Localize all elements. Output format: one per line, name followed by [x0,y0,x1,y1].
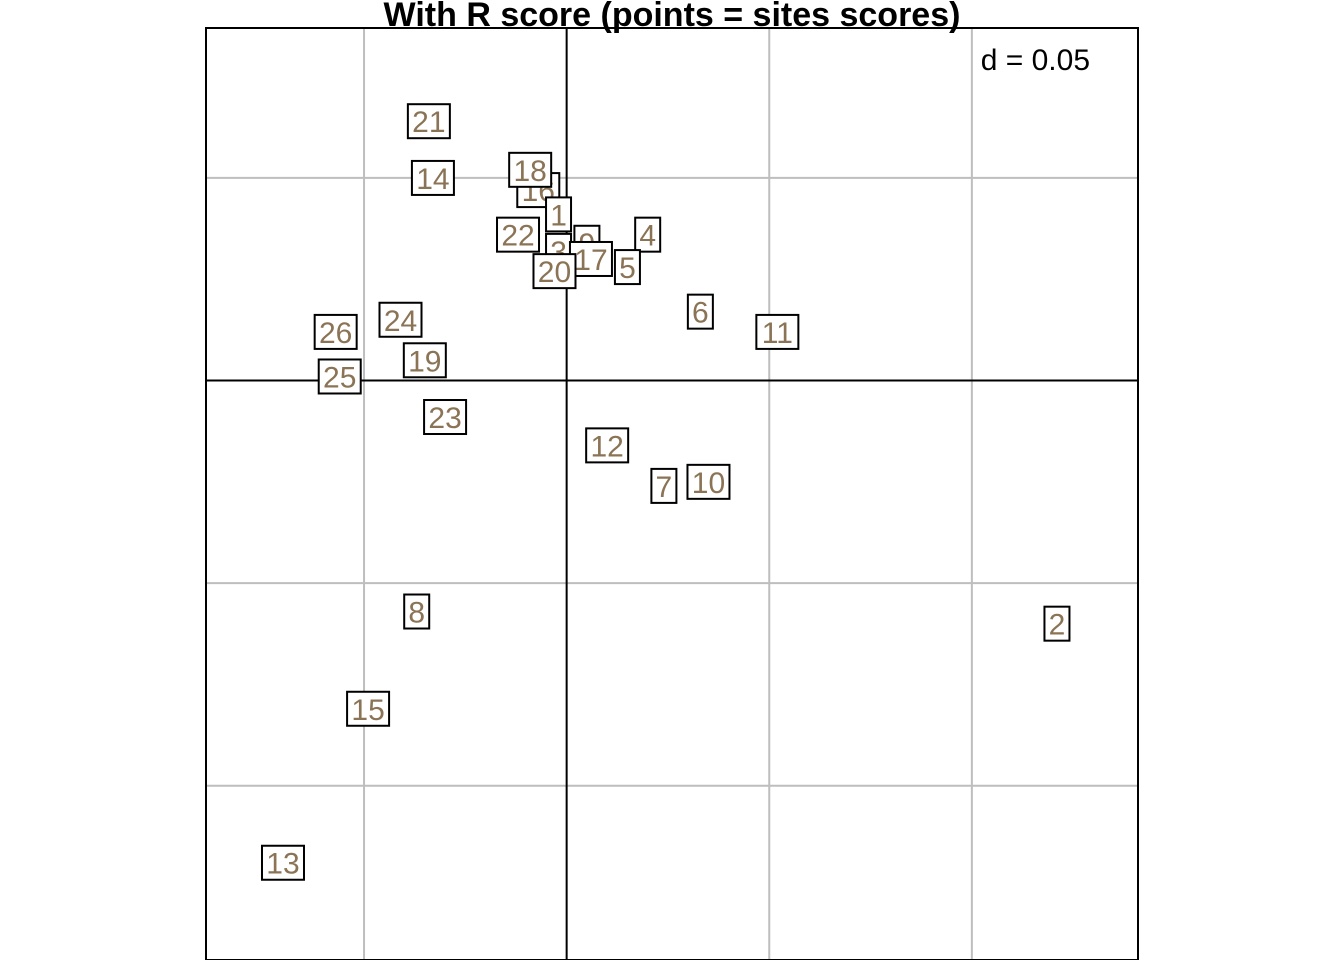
site-label-text: 1 [550,199,567,232]
site-point-5: 5 [613,249,641,286]
site-label-box [634,216,662,253]
site-label-box [313,313,358,350]
grid-scale-label: d = 0.05 [981,44,1090,77]
site-label-box [585,427,630,464]
site-point-20: 20 [532,253,577,290]
site-label-box [406,103,451,140]
site-label-box [260,844,305,881]
site-point-25: 25 [317,358,362,395]
site-label-text: 8 [408,597,425,630]
site-label-box [410,159,455,196]
grid-lines [206,28,1138,960]
site-label-box [346,690,391,727]
site-label-text: 26 [319,317,352,350]
site-label-text: 22 [501,220,534,253]
site-label-box [423,399,468,436]
site-label-box [402,342,447,379]
site-label-box [403,593,431,630]
site-label-text: 12 [590,430,623,463]
site-label-text: 6 [692,297,709,330]
site-label-text: 10 [692,467,725,500]
site-label-box [496,216,541,253]
site-label-text: 4 [639,220,656,253]
site-label-box [378,301,423,338]
plot-frame [205,27,1139,960]
site-label-text: 25 [323,361,356,394]
site-label-box [508,151,553,188]
site-point-21: 21 [406,103,451,140]
site-label-box [545,196,573,233]
site-point-13: 13 [260,844,305,881]
site-label-text: 18 [513,155,546,188]
site-point-11: 11 [755,313,800,350]
site-point-19: 19 [402,342,447,379]
site-point-1: 1 [545,196,573,233]
site-label-box [686,463,731,500]
site-label-box [613,249,641,286]
site-point-24: 24 [378,301,423,338]
site-point-12: 12 [585,427,630,464]
chart-title: With R score (points = sites scores) [384,0,961,34]
site-label-box [755,313,800,350]
site-label-text: 11 [762,317,793,350]
site-labels: 2114161812293417520611242619252312710815… [260,103,1071,881]
site-point-17: 17 [568,240,613,277]
site-point-7: 7 [650,467,678,504]
site-label-text: 21 [412,106,445,139]
site-point-8: 8 [403,593,431,630]
site-point-23: 23 [423,399,468,436]
site-label-text: 5 [619,252,636,285]
site-label-text: 23 [428,402,461,435]
site-label-text: 19 [408,345,441,378]
site-point-6: 6 [686,293,714,330]
site-point-26: 26 [313,313,358,350]
site-point-15: 15 [346,690,391,727]
site-label-box [650,467,678,504]
site-point-2: 2 [1043,605,1071,642]
site-label-text: 13 [266,848,299,881]
site-label-text: 20 [538,256,571,289]
site-label-box [317,358,362,395]
site-label-box [1043,605,1071,642]
site-label-text: 15 [351,694,384,727]
site-point-22: 22 [496,216,541,253]
site-label-text: 14 [416,163,449,196]
site-point-10: 10 [686,463,731,500]
site-label-text: 24 [384,305,417,338]
site-label-text: 17 [574,244,607,277]
site-label-text: 7 [656,471,673,504]
site-point-18: 18 [508,151,553,188]
site-point-4: 4 [634,216,662,253]
site-point-14: 14 [410,159,455,196]
site-label-text: 2 [1049,609,1066,642]
site-label-box [532,253,577,290]
site-label-box [686,293,714,330]
